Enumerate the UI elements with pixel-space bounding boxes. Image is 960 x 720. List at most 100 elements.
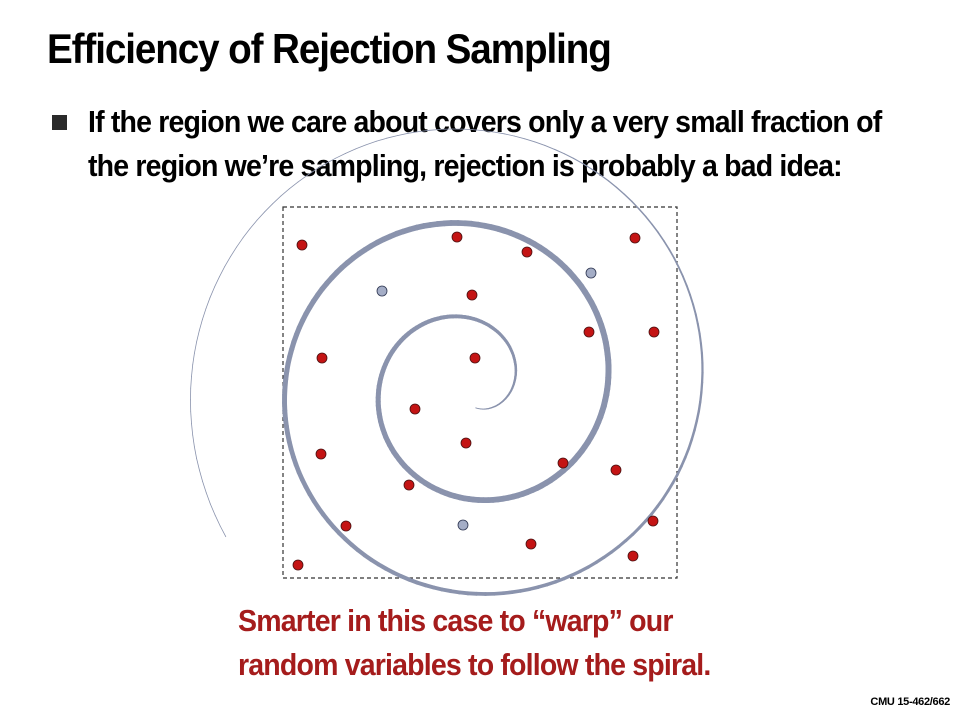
spiral-segment bbox=[655, 497, 665, 508]
spiral-segment bbox=[218, 266, 226, 278]
spiral-segment bbox=[661, 489, 670, 501]
spiral-segment bbox=[692, 303, 697, 316]
spiral-segment bbox=[493, 131, 505, 135]
accepted-sample-point bbox=[457, 519, 469, 531]
spiral-segment bbox=[572, 157, 584, 165]
spiral-segment bbox=[482, 130, 495, 133]
callout-line-2: random variables to follow the spiral. bbox=[238, 647, 711, 682]
spiral-segment bbox=[699, 342, 703, 355]
spiral-segment bbox=[631, 526, 641, 536]
rejected-sample-point bbox=[340, 520, 352, 532]
spiral-segment bbox=[685, 284, 692, 296]
rejected-sample-point bbox=[557, 457, 569, 469]
spiral-segment bbox=[345, 148, 357, 154]
spiral-segment bbox=[637, 519, 648, 530]
spiral-segment bbox=[325, 157, 337, 164]
accepted-sample-point bbox=[585, 267, 597, 279]
spiral-segment bbox=[615, 186, 625, 195]
rejected-sample-point bbox=[403, 479, 415, 491]
spiral-segment bbox=[676, 464, 683, 476]
spiral-segment bbox=[264, 203, 274, 213]
spiral-segment bbox=[668, 248, 676, 260]
rejected-sample-point bbox=[409, 403, 421, 415]
spiral-segment bbox=[205, 492, 211, 505]
spiral-segment bbox=[418, 129, 430, 133]
spiral-segment bbox=[192, 352, 195, 366]
spiral-segment bbox=[280, 188, 290, 197]
spiral-segment bbox=[644, 215, 653, 226]
spiral-segment bbox=[554, 148, 565, 155]
spiral-segment bbox=[272, 195, 282, 205]
spiral-segment bbox=[196, 458, 200, 471]
spiral-segment bbox=[214, 514, 221, 527]
spiral-segment bbox=[256, 211, 266, 221]
spiral-segment bbox=[624, 532, 635, 543]
spiral-segment bbox=[209, 286, 215, 299]
spiral-segment bbox=[563, 153, 575, 159]
rejected-sample-point bbox=[525, 538, 537, 550]
spiral-segment bbox=[335, 152, 347, 159]
spiral-segment bbox=[582, 162, 593, 170]
spiral-segment bbox=[650, 505, 659, 516]
accepted-samples bbox=[376, 267, 597, 531]
rejected-sample-point bbox=[469, 352, 481, 364]
spiral-segment bbox=[196, 330, 200, 343]
rejected-sample-point bbox=[316, 352, 328, 364]
spiral-segment bbox=[697, 400, 702, 413]
bullet-marker bbox=[52, 115, 67, 130]
spiral-segment bbox=[306, 168, 317, 176]
spiral-segment bbox=[683, 447, 691, 459]
spiral-segment bbox=[192, 434, 195, 448]
rejected-sample-point bbox=[315, 448, 327, 460]
spiral-segment bbox=[229, 246, 237, 258]
rejected-sample-point bbox=[292, 559, 304, 571]
spiral-segment bbox=[700, 381, 704, 394]
spiral-segment bbox=[544, 144, 556, 150]
spiral-segment bbox=[209, 503, 216, 516]
spiral-segment bbox=[687, 438, 694, 450]
spiral-segment bbox=[657, 231, 665, 242]
spiral-segment bbox=[429, 128, 441, 131]
spiral-segment bbox=[677, 266, 684, 278]
spiral-segment bbox=[623, 193, 633, 202]
spiral-segment bbox=[224, 256, 231, 268]
spiral-segment bbox=[288, 181, 299, 190]
spiral-segment bbox=[201, 308, 207, 320]
spiral-segment bbox=[198, 319, 203, 332]
rejected-sample-point bbox=[629, 232, 641, 244]
rejected-sample-point bbox=[460, 437, 472, 449]
spiral-segment bbox=[214, 276, 220, 288]
rejected-sample-point bbox=[451, 231, 463, 243]
spiral-segment bbox=[524, 138, 536, 143]
rejected-samples bbox=[292, 231, 660, 571]
rejected-sample-point bbox=[583, 326, 595, 338]
spiral-segment bbox=[191, 364, 194, 377]
spiral-segment bbox=[503, 133, 516, 137]
spiral-segment bbox=[190, 411, 192, 424]
spiral-segment bbox=[607, 180, 618, 189]
spiral-segment bbox=[671, 473, 679, 485]
spiral-segment bbox=[698, 332, 702, 345]
spiral-segment bbox=[699, 390, 703, 403]
spiral-segment bbox=[696, 322, 701, 335]
spiral-segment bbox=[365, 140, 377, 146]
spiral-segment bbox=[219, 525, 227, 538]
callout-text: Smarter in this case to “warp” our rando… bbox=[238, 599, 790, 687]
spiral-segment bbox=[673, 257, 680, 269]
spiral-segment bbox=[249, 219, 258, 230]
spiral-segment bbox=[662, 239, 671, 251]
spiral-segment bbox=[693, 419, 699, 432]
spiral-segment bbox=[190, 376, 192, 389]
spiral-segment bbox=[191, 422, 194, 436]
spiral-segment bbox=[407, 131, 420, 134]
spiral-segment bbox=[630, 200, 640, 210]
spiral-segment bbox=[514, 135, 526, 140]
spiral-segment bbox=[695, 410, 701, 423]
spiral-segment bbox=[297, 174, 308, 183]
spiral-segment bbox=[205, 297, 211, 309]
spiral-segment bbox=[666, 481, 675, 493]
callout-line-1: Smarter in this case to “warp” our bbox=[238, 603, 673, 638]
slide-title: Efficiency of Rejection Sampling bbox=[47, 25, 612, 72]
spiral-segment bbox=[638, 207, 647, 218]
spiral-segment bbox=[590, 168, 601, 176]
